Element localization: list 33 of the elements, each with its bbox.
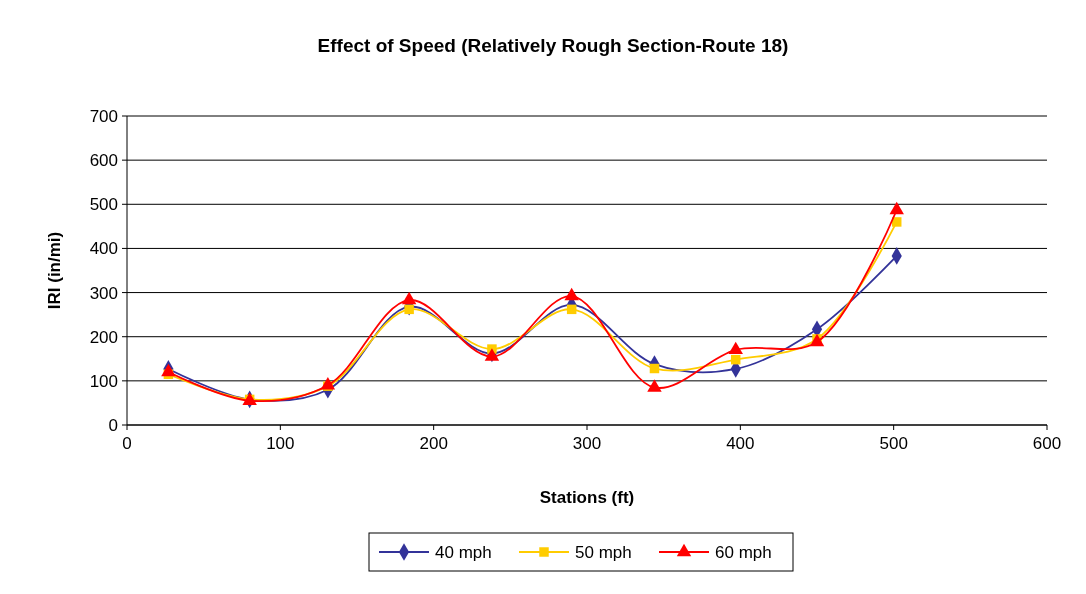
y-tick-label: 100 (89, 371, 118, 391)
y-tick-label: 400 (89, 239, 118, 259)
x-tick-label: 0 (122, 434, 132, 453)
legend-label: 60 mph (715, 542, 772, 562)
point (404, 304, 414, 315)
x-tick-label: 600 (1032, 434, 1062, 453)
x-tick-label: 500 (879, 434, 908, 453)
legend-label: 50 mph (575, 542, 632, 562)
point (728, 341, 743, 355)
x-tick-label: 400 (726, 434, 755, 453)
point (647, 379, 662, 392)
point (566, 304, 577, 315)
point (564, 287, 579, 301)
y-tick-label: 700 (89, 106, 118, 126)
x-tick-label: 200 (419, 434, 448, 453)
point (401, 291, 417, 305)
point (730, 354, 741, 365)
y-tick-label: 200 (89, 327, 118, 347)
y-tick-label: 0 (108, 415, 118, 435)
x-tick-label: 100 (266, 434, 295, 453)
point (891, 217, 902, 227)
x-tick-label: 300 (572, 434, 602, 453)
x-axis-title: Stations (ft) (539, 488, 635, 507)
y-axis-title: IRI (in/mi) (45, 231, 64, 310)
point (484, 348, 500, 361)
y-tick-label: 500 (89, 195, 118, 215)
y-tick-label: 600 (89, 151, 118, 171)
legend-label: 40 mph (435, 542, 492, 562)
y-tick-label: 300 (89, 283, 118, 303)
chart-title: Effect of Speed (Relatively Rough Section-Route 18) (317, 35, 789, 56)
point (649, 363, 660, 374)
point (889, 201, 904, 215)
point (320, 376, 336, 390)
